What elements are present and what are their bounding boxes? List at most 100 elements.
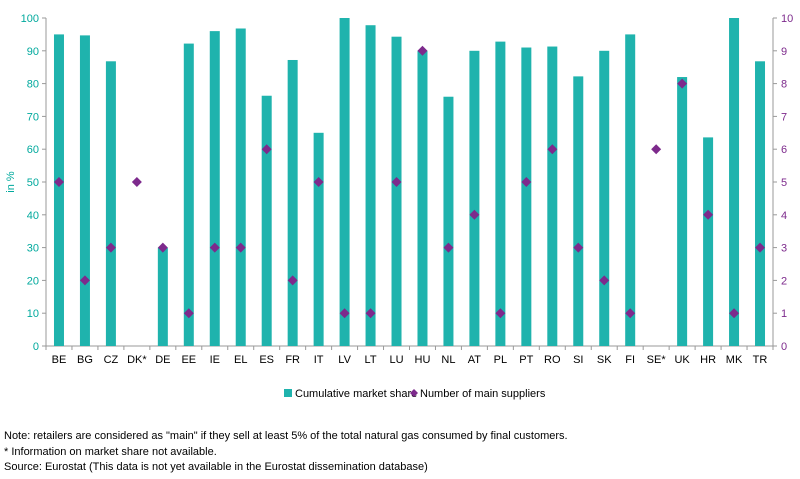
right-tick-label: 4 (781, 210, 787, 222)
bar-market-share (755, 61, 766, 347)
left-tick-label: 100 (21, 13, 39, 25)
marker-main-suppliers (105, 242, 116, 253)
bar-market-share (287, 59, 298, 346)
bar-market-share (599, 50, 610, 347)
bar-market-share (79, 35, 90, 346)
left-tick-label: 20 (27, 275, 39, 287)
bar-market-share (443, 96, 454, 346)
marker-main-suppliers (391, 177, 402, 187)
marker-main-suppliers (235, 242, 246, 253)
marker-main-suppliers (521, 177, 532, 187)
marker-main-suppliers (287, 275, 298, 286)
bar-market-share (157, 247, 168, 346)
right-tick-label: 1 (781, 308, 787, 320)
bar-market-share (677, 77, 688, 346)
left-tick-label: 90 (27, 46, 39, 58)
x-tick-label: CZ (104, 354, 119, 366)
bar-market-share (495, 41, 506, 347)
x-tick-label: DK* (127, 354, 147, 366)
x-tick-label: SK (597, 354, 612, 366)
right-tick-label: 2 (781, 275, 787, 287)
bar-series (53, 18, 766, 347)
left-tick-label: 80 (27, 79, 39, 91)
marker-main-suppliers (547, 144, 558, 155)
marker-main-suppliers (53, 177, 64, 187)
x-tick-label: LV (338, 354, 351, 366)
x-tick-label: FR (285, 354, 300, 366)
right-tick-label: 8 (781, 79, 787, 91)
right-tick-label: 5 (781, 177, 787, 189)
left-tick-label: 60 (27, 144, 39, 156)
note-main-retailers: Note: retailers are considered as "main"… (4, 430, 568, 442)
bar-market-share (313, 132, 324, 346)
marker-main-suppliers (599, 275, 610, 286)
x-tick-label: HR (700, 354, 716, 366)
left-tick-label: 30 (27, 243, 39, 255)
x-tick-label: SI (573, 354, 583, 366)
marker-main-suppliers (417, 45, 428, 56)
bar-market-share (729, 18, 740, 346)
legend-swatch-main-suppliers (410, 389, 418, 397)
right-tick-label: 9 (781, 46, 787, 58)
marker-main-suppliers (79, 275, 90, 286)
marker-main-suppliers (183, 308, 194, 319)
marker-main-suppliers (703, 209, 714, 220)
legend-swatch-market-share (284, 389, 292, 397)
x-tick-label: IE (210, 354, 220, 366)
bar-market-share (521, 47, 532, 347)
x-tick-label: EE (181, 354, 196, 366)
bar-market-share (261, 95, 272, 347)
x-tick-label: AT (468, 354, 482, 366)
x-tick-label: PT (519, 354, 533, 366)
note-asterisk: * Information on market share not availa… (4, 445, 217, 458)
bar-market-share (339, 18, 350, 346)
x-tick-label: FI (625, 354, 635, 366)
bar-market-share (703, 137, 714, 346)
x-tick-label: NL (441, 354, 455, 366)
x-tick-label: IT (314, 354, 324, 366)
x-tick-label: BE (52, 354, 67, 366)
bar-market-share (235, 28, 246, 346)
marker-main-suppliers (651, 144, 662, 155)
marker-series (53, 45, 766, 319)
marker-main-suppliers (755, 242, 766, 253)
left-tick-label: 10 (27, 308, 39, 320)
legend-label-market-share: Cumulative market share (295, 388, 417, 400)
marker-main-suppliers (573, 242, 584, 253)
marker-main-suppliers (339, 308, 350, 319)
right-tick-label: 3 (781, 243, 787, 255)
x-tick-label: LT (365, 354, 377, 366)
x-tick-label: UK (674, 354, 690, 366)
x-tick-label: SE* (647, 354, 667, 366)
marker-main-suppliers (677, 78, 688, 89)
bar-market-share (53, 34, 64, 347)
x-tick-label: TR (753, 354, 768, 366)
market-share-chart: 0 10 20 30 40 50 60 70 80 90 100 0 1 2 3 4 5 6 7 8 9 10 in % BE… (5, 13, 793, 400)
bar-market-share (391, 36, 402, 347)
bar-market-share (469, 50, 480, 347)
marker-main-suppliers (313, 177, 324, 187)
chart-notes: Note: retailers are considered as "main"… (4, 429, 568, 476)
x-tick-label: PL (494, 354, 507, 366)
right-tick-label: 7 (781, 111, 787, 123)
legend-label-main-suppliers: Number of main suppliers (420, 388, 546, 400)
marker-main-suppliers (209, 242, 220, 253)
left-tick-label: 70 (27, 111, 39, 123)
right-tick-label: 0 (781, 341, 787, 353)
left-tick-label: 50 (27, 177, 39, 189)
marker-main-suppliers (495, 308, 506, 319)
bar-market-share (209, 31, 220, 347)
x-tick-label: DE (155, 354, 170, 366)
source-note: Source: Eurostat (This data is not yet a… (4, 461, 428, 473)
y-axis-title: in % (5, 171, 17, 193)
bar-market-share (365, 25, 376, 346)
right-tick-label: 10 (781, 13, 793, 25)
chart-legend: Cumulative market share Number of main su… (284, 388, 546, 400)
x-tick-label: RO (544, 354, 561, 366)
x-tick-label: HU (415, 354, 431, 366)
bar-market-share (625, 34, 636, 347)
right-tick-label: 6 (781, 144, 787, 156)
left-tick-label: 0 (33, 341, 39, 353)
marker-main-suppliers (157, 242, 168, 253)
x-tick-label: EL (234, 354, 247, 366)
